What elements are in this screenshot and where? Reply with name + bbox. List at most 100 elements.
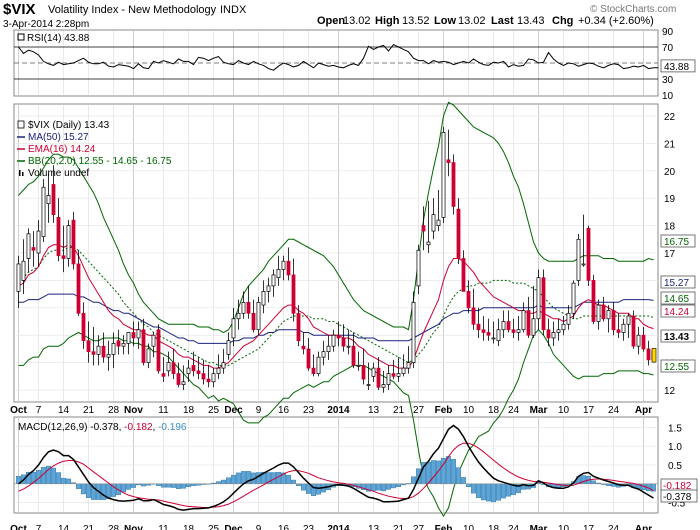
candle-body-down bbox=[351, 345, 356, 366]
candle bbox=[161, 357, 166, 382]
price-legend-item: Volume undef bbox=[28, 168, 89, 179]
price-axis-label: 17 bbox=[664, 249, 676, 260]
macd-histogram-bar bbox=[291, 479, 296, 485]
candle-body-down bbox=[31, 247, 36, 251]
macd-histogram-bar bbox=[236, 472, 241, 484]
macd-histogram-bar bbox=[371, 483, 376, 491]
price-value-badge: 13.43 bbox=[660, 329, 696, 343]
candle bbox=[201, 359, 206, 385]
candle bbox=[431, 198, 436, 240]
rsi-axis-label: 90 bbox=[662, 27, 674, 38]
price-legend-item: BB(20,2.0) 12.55 - 14.65 - 16.75 bbox=[28, 156, 172, 167]
macd-histogram-bar bbox=[411, 476, 416, 485]
x-axis-label: 10 bbox=[558, 405, 570, 416]
candle bbox=[241, 291, 246, 319]
candle bbox=[151, 332, 156, 358]
rsi-axis-label: 70 bbox=[662, 43, 674, 54]
rsi-panel: 907050301043.88 bbox=[14, 27, 696, 102]
x-axis-label: 9 bbox=[256, 405, 262, 416]
macd-histogram-bar bbox=[386, 483, 391, 490]
ema16-line bbox=[18, 244, 654, 369]
candle-body-up bbox=[321, 351, 326, 358]
candle-body-down bbox=[616, 329, 621, 333]
x-axis-label: 2014 bbox=[327, 524, 350, 530]
candle-body-up bbox=[281, 260, 286, 270]
macd-line bbox=[18, 424, 654, 511]
macd-histogram-bar bbox=[81, 483, 86, 495]
candle-body-up bbox=[371, 367, 376, 377]
candle-body-up bbox=[276, 269, 281, 279]
macd-legend-sep1: , bbox=[119, 422, 125, 433]
candle bbox=[621, 318, 626, 341]
candle-body-up bbox=[441, 132, 446, 218]
x-axis-label: 24 bbox=[608, 524, 620, 530]
candle-body-up bbox=[151, 334, 156, 347]
candle-body-down bbox=[101, 345, 106, 358]
macd-histogram-bar bbox=[491, 483, 496, 503]
macd-histogram-bar bbox=[506, 483, 511, 497]
quote-high: 13.52 bbox=[402, 15, 430, 27]
candle bbox=[461, 250, 466, 292]
candle bbox=[21, 239, 26, 295]
macd-histogram-bar bbox=[141, 483, 146, 487]
candle-body-up bbox=[316, 356, 321, 374]
candle-body-down bbox=[131, 332, 136, 339]
candle bbox=[206, 365, 211, 388]
rsi-value-badge: 43.88 bbox=[660, 59, 696, 73]
candle-body-up bbox=[226, 340, 231, 355]
candle-body-up bbox=[636, 334, 641, 347]
candle-body-up bbox=[66, 225, 71, 259]
candle bbox=[256, 296, 261, 336]
candle bbox=[71, 211, 76, 270]
candle bbox=[341, 324, 346, 352]
candle bbox=[421, 206, 426, 251]
macd-histogram-bar bbox=[501, 483, 506, 499]
candle bbox=[116, 329, 121, 355]
price-value-badge: 14.24 bbox=[660, 304, 696, 318]
candle-body-down bbox=[301, 345, 306, 350]
macd-histogram-bar bbox=[486, 483, 491, 502]
candle bbox=[96, 335, 101, 366]
candle bbox=[146, 343, 151, 369]
x-axis-label: 16 bbox=[278, 405, 290, 416]
candle-body-up bbox=[566, 312, 571, 325]
candle-body-up bbox=[96, 345, 101, 355]
rsi-axis-label: 30 bbox=[662, 75, 674, 86]
candle bbox=[541, 269, 546, 336]
candle bbox=[411, 291, 416, 369]
candle bbox=[41, 179, 46, 243]
candle-body-down bbox=[391, 373, 396, 377]
macd-histogram-bar bbox=[56, 472, 61, 484]
candle-body-down bbox=[451, 162, 456, 207]
candle bbox=[366, 362, 371, 391]
x-axis-label: Mar bbox=[530, 405, 548, 416]
candle-body-up bbox=[626, 315, 631, 325]
x-axis-label: Feb bbox=[435, 405, 453, 416]
ticker-symbol: $VIX bbox=[3, 1, 36, 18]
candle bbox=[376, 357, 381, 391]
candle-body-down bbox=[311, 367, 316, 374]
candle-body-down bbox=[251, 312, 256, 331]
candle-body-down bbox=[296, 312, 301, 342]
macd-histogram-bar bbox=[481, 483, 486, 501]
candle-body-up bbox=[46, 195, 51, 205]
candle-body-down bbox=[156, 329, 161, 372]
x-axis-label: Nov bbox=[124, 405, 143, 416]
quote-chg: +0.34 (+2.60%) bbox=[578, 15, 654, 27]
candle-body-up bbox=[106, 354, 111, 358]
bb-lower-line bbox=[18, 328, 654, 518]
macd-histogram-bar bbox=[466, 483, 471, 488]
candle-body-down bbox=[446, 159, 451, 163]
candle bbox=[46, 173, 51, 223]
candle-body-down bbox=[546, 329, 551, 339]
candle bbox=[26, 228, 31, 273]
macd-histogram-bar bbox=[76, 483, 81, 489]
candle bbox=[196, 357, 201, 380]
price-axis-label: 12 bbox=[664, 386, 676, 397]
candle-body-down bbox=[116, 340, 121, 347]
candle-body-down bbox=[376, 367, 381, 388]
price-axis-label: 20 bbox=[664, 167, 676, 178]
macd-histogram-bar bbox=[381, 483, 386, 492]
candle-body-down bbox=[71, 219, 76, 265]
candle-body-up bbox=[186, 367, 191, 374]
